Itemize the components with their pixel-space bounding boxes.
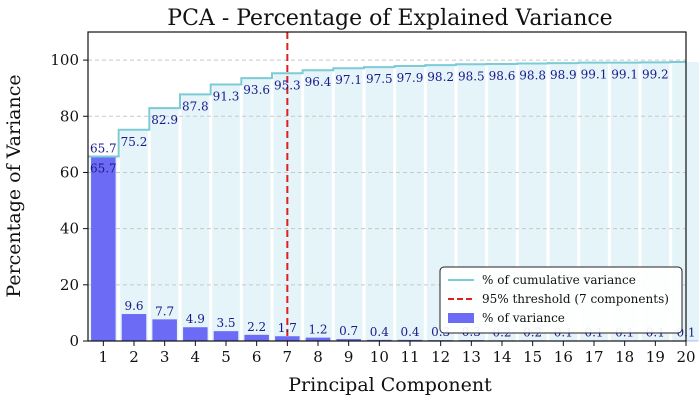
x-tick-label-19: 19	[646, 348, 665, 366]
x-tick-label-7: 7	[283, 348, 293, 366]
cumulative-fill-9	[334, 68, 363, 341]
variance-bars	[91, 156, 699, 342]
cumulative-fill-10	[365, 67, 394, 341]
cumulative-label-9: 97.1	[335, 73, 362, 87]
cumulative-fill-3	[150, 108, 179, 341]
x-tick-label-2: 2	[129, 348, 139, 366]
bar-label-10: 0.4	[370, 325, 389, 339]
x-tick-label-14: 14	[492, 348, 511, 366]
x-tick-label-5: 5	[221, 348, 231, 366]
cumulative-label-2: 75.2	[121, 135, 148, 149]
x-tick-label-11: 11	[400, 348, 419, 366]
bar-component-1	[91, 156, 116, 341]
bar-component-5	[213, 331, 239, 341]
cumulative-fill-4	[181, 94, 210, 341]
bar-label-6: 2.2	[247, 320, 266, 334]
legend-label-2: 95% threshold (7 components)	[482, 292, 669, 306]
cumulative-fill-6	[242, 78, 271, 341]
x-tick-label-9: 9	[344, 348, 354, 366]
bar-component-2	[121, 314, 147, 341]
x-tick-label-15: 15	[523, 348, 542, 366]
cumulative-label-1: 65.7	[90, 161, 117, 175]
x-tick-label-18: 18	[615, 348, 634, 366]
x-axis-label: Principal Component	[288, 374, 492, 396]
cumulative-label-19: 99.2	[642, 67, 669, 81]
bar-label-7: 1.7	[278, 321, 297, 335]
cumulative-label-5: 91.3	[213, 90, 240, 104]
bar-component-4	[183, 327, 208, 341]
y-tick-label-80: 80	[60, 107, 79, 125]
x-tick-label-8: 8	[313, 348, 323, 366]
chart-title: PCA - Percentage of Explained Variance	[167, 6, 612, 31]
cumulative-label-16: 98.9	[550, 68, 577, 82]
bar-label-11: 0.4	[400, 325, 419, 339]
axes-frame	[87, 31, 687, 342]
cumulative-fill-8	[304, 70, 332, 341]
cumulative-fill-11	[396, 65, 424, 342]
cumulative-label-12: 98.2	[427, 70, 454, 84]
cumulative-label-13: 98.5	[458, 69, 485, 83]
cumulative-value-labels: 65.7 75.282.9 87.8 91.3 93.6 95.3 96.4 97.1 97.5…	[90, 67, 669, 175]
bar-label-9: 0.7	[339, 324, 358, 338]
cumulative-label-8: 96.4	[305, 75, 332, 89]
cumulative-label-18: 99.1	[611, 68, 638, 82]
cumulative-label-7: 95.3	[274, 78, 301, 92]
cumulative-fill-2	[120, 129, 148, 341]
x-tick-label-10: 10	[370, 348, 389, 366]
x-tick-label-12: 12	[431, 348, 450, 366]
cumulative-label-4: 87.8	[182, 99, 209, 113]
bar-label-3: 7.7	[155, 304, 174, 318]
cumulative-label-11: 97.9	[397, 71, 424, 85]
bar-component-9	[336, 339, 361, 341]
legend-box	[439, 266, 683, 334]
x-tick-label-3: 3	[160, 348, 170, 366]
cumulative-step-line	[88, 61, 686, 158]
bar-label-8: 1.2	[308, 323, 327, 337]
cumulative-variance-line	[88, 61, 686, 158]
x-tick-label-1: 1	[99, 348, 109, 366]
cumulative-label-14: 98.6	[489, 69, 516, 83]
x-tick-label-17: 17	[584, 348, 603, 366]
y-tick-label-60: 60	[60, 163, 79, 181]
y-tick-label-100: 100	[50, 51, 79, 69]
legend-patch-key	[448, 313, 474, 323]
bar-label-4: 4.9	[186, 312, 205, 326]
bar-label-5: 3.5	[216, 316, 235, 330]
y-tick-label-0: 0	[69, 332, 79, 350]
cumulative-label-10: 97.5	[366, 72, 393, 86]
bar-component-6	[244, 334, 269, 341]
cumulative-fill-5	[212, 84, 240, 341]
y-tick-label-20: 20	[60, 276, 79, 294]
y-axis-label: Percentage of Variance	[3, 74, 25, 297]
x-axis-ticks: 1 2 3 4 5 6 7 8 9 10 11 12 13 14 15 16 17 18 19 20	[99, 341, 696, 366]
legend-label-1: % of cumulative variance	[482, 273, 636, 287]
cumulative-label-3: 82.9	[151, 113, 178, 127]
legend: % of cumulative variance 95% threshold (7…	[439, 266, 683, 334]
bar-component-8	[305, 337, 331, 341]
x-tick-label-20: 20	[676, 348, 695, 366]
cumulative-label-6: 93.6	[243, 83, 270, 97]
bar-label-2: 9.6	[124, 299, 143, 313]
bar-component-7	[275, 336, 300, 341]
legend-label-3: % of variance	[482, 311, 565, 325]
y-tick-label-40: 40	[60, 220, 79, 238]
cumulative-label-17: 99.1	[581, 68, 608, 82]
y-axis-ticks: 0 20 40 60 80 100	[50, 51, 88, 350]
x-tick-label-6: 6	[252, 348, 262, 366]
bar-component-3	[152, 319, 177, 341]
x-tick-label-4: 4	[191, 348, 201, 366]
cumulative-label-15: 98.8	[519, 68, 546, 82]
bar-label-1: 65.7	[90, 141, 117, 155]
x-tick-label-13: 13	[462, 348, 481, 366]
plot-frame	[87, 31, 687, 342]
x-tick-label-16: 16	[554, 348, 573, 366]
